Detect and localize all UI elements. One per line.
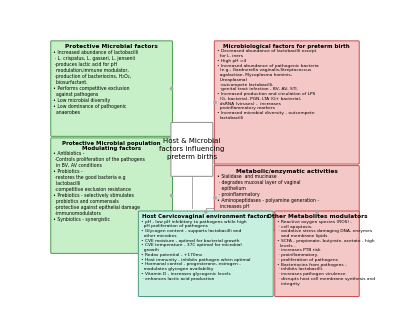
Text: • Increased abundance of lactobacilli
 · L. crispatus, L. gasseri, L. jensenii
 : • Increased abundance of lactobacilli · … xyxy=(54,50,139,115)
FancyBboxPatch shape xyxy=(171,123,213,176)
Circle shape xyxy=(205,211,207,213)
Text: Host & Microbial
factors influencing
preterm births: Host & Microbial factors influencing pre… xyxy=(159,138,224,160)
Text: Host Cervicovaginal environment factors: Host Cervicovaginal environment factors xyxy=(142,214,270,219)
Text: Microbiological factors for preterm birth: Microbiological factors for preterm birt… xyxy=(224,44,350,49)
Text: • pH - low pH inhibitory to pathogens while high
  pH proliferation of pathogens: • pH - low pH inhibitory to pathogens wh… xyxy=(141,219,250,281)
FancyBboxPatch shape xyxy=(214,41,359,164)
Text: • Sialidase  and mucinase
 · degrades mucosal layer of vaginal
   epithelium
 · : • Sialidase and mucinase · degrades muco… xyxy=(217,174,319,209)
FancyBboxPatch shape xyxy=(275,211,359,297)
Text: • Decreased abundance of lactobacilli except
  for L. iners
• High pH >4
• Incre: • Decreased abundance of lactobacilli ex… xyxy=(217,49,319,120)
Text: • Reactive oxygen species (ROS) -
 · cell apoptosis.
 · oxidative stress damagin: • Reactive oxygen species (ROS) - · cell… xyxy=(278,220,376,286)
Circle shape xyxy=(170,194,173,197)
Text: Metabolic/enzymatic activities: Metabolic/enzymatic activities xyxy=(236,169,338,174)
Circle shape xyxy=(214,101,216,104)
Text: Protective Microbial population: Protective Microbial population xyxy=(62,141,161,146)
Text: Other Metabolites modulators: Other Metabolites modulators xyxy=(267,214,367,219)
FancyBboxPatch shape xyxy=(138,211,273,297)
Circle shape xyxy=(170,88,173,90)
FancyBboxPatch shape xyxy=(51,138,172,254)
Text: Modulating factors: Modulating factors xyxy=(82,146,141,151)
FancyBboxPatch shape xyxy=(214,166,359,230)
Circle shape xyxy=(316,211,318,213)
Text: Protective Microbial factors: Protective Microbial factors xyxy=(65,44,158,49)
FancyBboxPatch shape xyxy=(51,41,172,136)
Text: • Antibiotics -
 ·Controls proliferation of the pathogens
  in BV, AV conditions: • Antibiotics - ·Controls proliferation … xyxy=(54,151,145,222)
Circle shape xyxy=(214,197,216,199)
